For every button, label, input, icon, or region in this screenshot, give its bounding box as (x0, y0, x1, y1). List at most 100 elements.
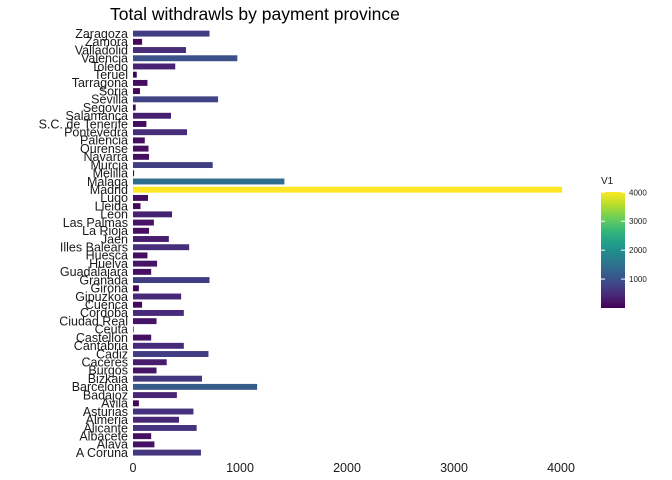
bar-granada (133, 277, 210, 284)
category-label: Valencia (81, 52, 128, 66)
x-tick-label: 4000 (547, 461, 575, 475)
bar-melilla (133, 170, 135, 177)
bar-valladolid (133, 47, 186, 53)
category-label: Valladolid (75, 43, 128, 57)
bar-malaga (133, 178, 285, 185)
category-label: Granada (79, 273, 128, 287)
bar-huelva (133, 260, 158, 267)
chart-title: Total withdrawls by payment province (110, 4, 400, 24)
bar-a-coruna (133, 449, 201, 456)
category-label: Girona (90, 282, 128, 296)
bar-zaragoza (133, 30, 210, 37)
category-label: Salamanca (65, 109, 128, 123)
bar-avila (133, 400, 139, 407)
bar-alicante (133, 425, 197, 431)
category-label: Teruel (94, 68, 128, 82)
category-label: Cadiz (96, 347, 128, 361)
category-label: Illes Balears (60, 241, 128, 255)
category-label: Ceuta (95, 323, 128, 337)
category-label: Cantabria (74, 339, 128, 353)
category-label: Soria (99, 84, 128, 98)
bar-valencia (133, 55, 238, 62)
bar-bizkaia (133, 375, 203, 382)
colorbar-tick-label: 3000 (629, 217, 647, 226)
category-label: Ourense (80, 142, 128, 156)
category-label: Navarra (84, 150, 129, 164)
bar-pontevedra (133, 129, 188, 136)
bars-layer (133, 30, 563, 456)
category-label: Toledo (91, 60, 128, 74)
category-label: Sevilla (91, 93, 128, 107)
bar-las-palmas (133, 219, 154, 226)
category-label: Segovia (83, 101, 128, 115)
bar-cantabria (133, 342, 184, 349)
bar-cordoba (133, 309, 184, 316)
category-label: Guadalajara (60, 265, 128, 279)
bar-badajoz (133, 392, 177, 399)
category-label: S.C. de Tenerife (39, 117, 128, 131)
bar-alava (133, 441, 155, 448)
bar-soria (133, 88, 140, 95)
bar-jaen (133, 236, 169, 242)
bar-ceuta (133, 326, 134, 333)
bar-leon (133, 211, 173, 218)
category-label: Badajoz (83, 388, 128, 402)
category-label: Caceres (81, 356, 128, 370)
category-label: Burgos (88, 364, 128, 378)
category-label: Bizkaia (88, 372, 128, 386)
colorbar-tick-label: 2000 (629, 246, 647, 255)
category-label: Almeria (86, 413, 128, 427)
category-label: Alava (97, 438, 128, 452)
colorbar-tick-label: 1000 (629, 275, 647, 284)
bar-burgos (133, 367, 157, 374)
bar-girona (133, 285, 139, 292)
category-label: Las Palmas (63, 216, 128, 230)
category-label: Lleida (95, 199, 128, 213)
bar-segovia (133, 104, 136, 111)
category-label: Murcia (90, 158, 128, 172)
bar-ciudad-real (133, 318, 157, 325)
bar-zamora (133, 38, 143, 45)
category-label: Zamora (85, 35, 128, 49)
bar-navarra (133, 153, 150, 160)
category-label: Cordoba (80, 306, 128, 320)
category-label: Madrid (90, 183, 128, 197)
legend-title: V1 (601, 176, 614, 187)
category-label: Ciudad Real (59, 314, 128, 328)
x-tick-label: 3000 (440, 461, 468, 475)
bar-teruel (133, 71, 137, 78)
bar-palencia (133, 137, 145, 144)
category-label: La Rioja (82, 224, 128, 238)
bar-guadalajara (133, 268, 152, 275)
category-label: Avila (101, 397, 128, 411)
bar-lleida (133, 203, 141, 210)
bar-toledo (133, 63, 176, 70)
category-label: Zaragoza (75, 27, 128, 41)
category-label: Albacete (79, 429, 128, 443)
bar-asturias (133, 408, 194, 415)
bar-almeria (133, 416, 180, 423)
x-tick-label: 2000 (333, 461, 361, 475)
colorbar-tick-label: 4000 (629, 188, 647, 197)
category-label: Lugo (100, 191, 128, 205)
bar-castellon (133, 334, 152, 341)
category-label: Malaga (87, 175, 128, 189)
bar-barcelona (133, 383, 258, 390)
bar-gipuzkoa (133, 293, 182, 300)
bar-ourense (133, 145, 149, 152)
bar-la-rioja (133, 227, 150, 234)
category-label: Huesca (86, 249, 128, 263)
bar-lugo (133, 194, 148, 201)
category-label: Pontevedra (64, 125, 128, 139)
bar-huesca (133, 252, 148, 259)
category-label: Cuenca (85, 298, 128, 312)
category-label: Gipuzkoa (75, 290, 128, 304)
bar-cuenca (133, 301, 143, 308)
category-label: Tarragona (72, 76, 128, 90)
x-tick-label: 0 (130, 461, 137, 475)
category-label: Asturias (83, 405, 128, 419)
category-label: A Coruna (76, 446, 128, 460)
bar-cadiz (133, 351, 209, 357)
color-legend: V1 1000 2000 3000 4000 (601, 176, 647, 308)
